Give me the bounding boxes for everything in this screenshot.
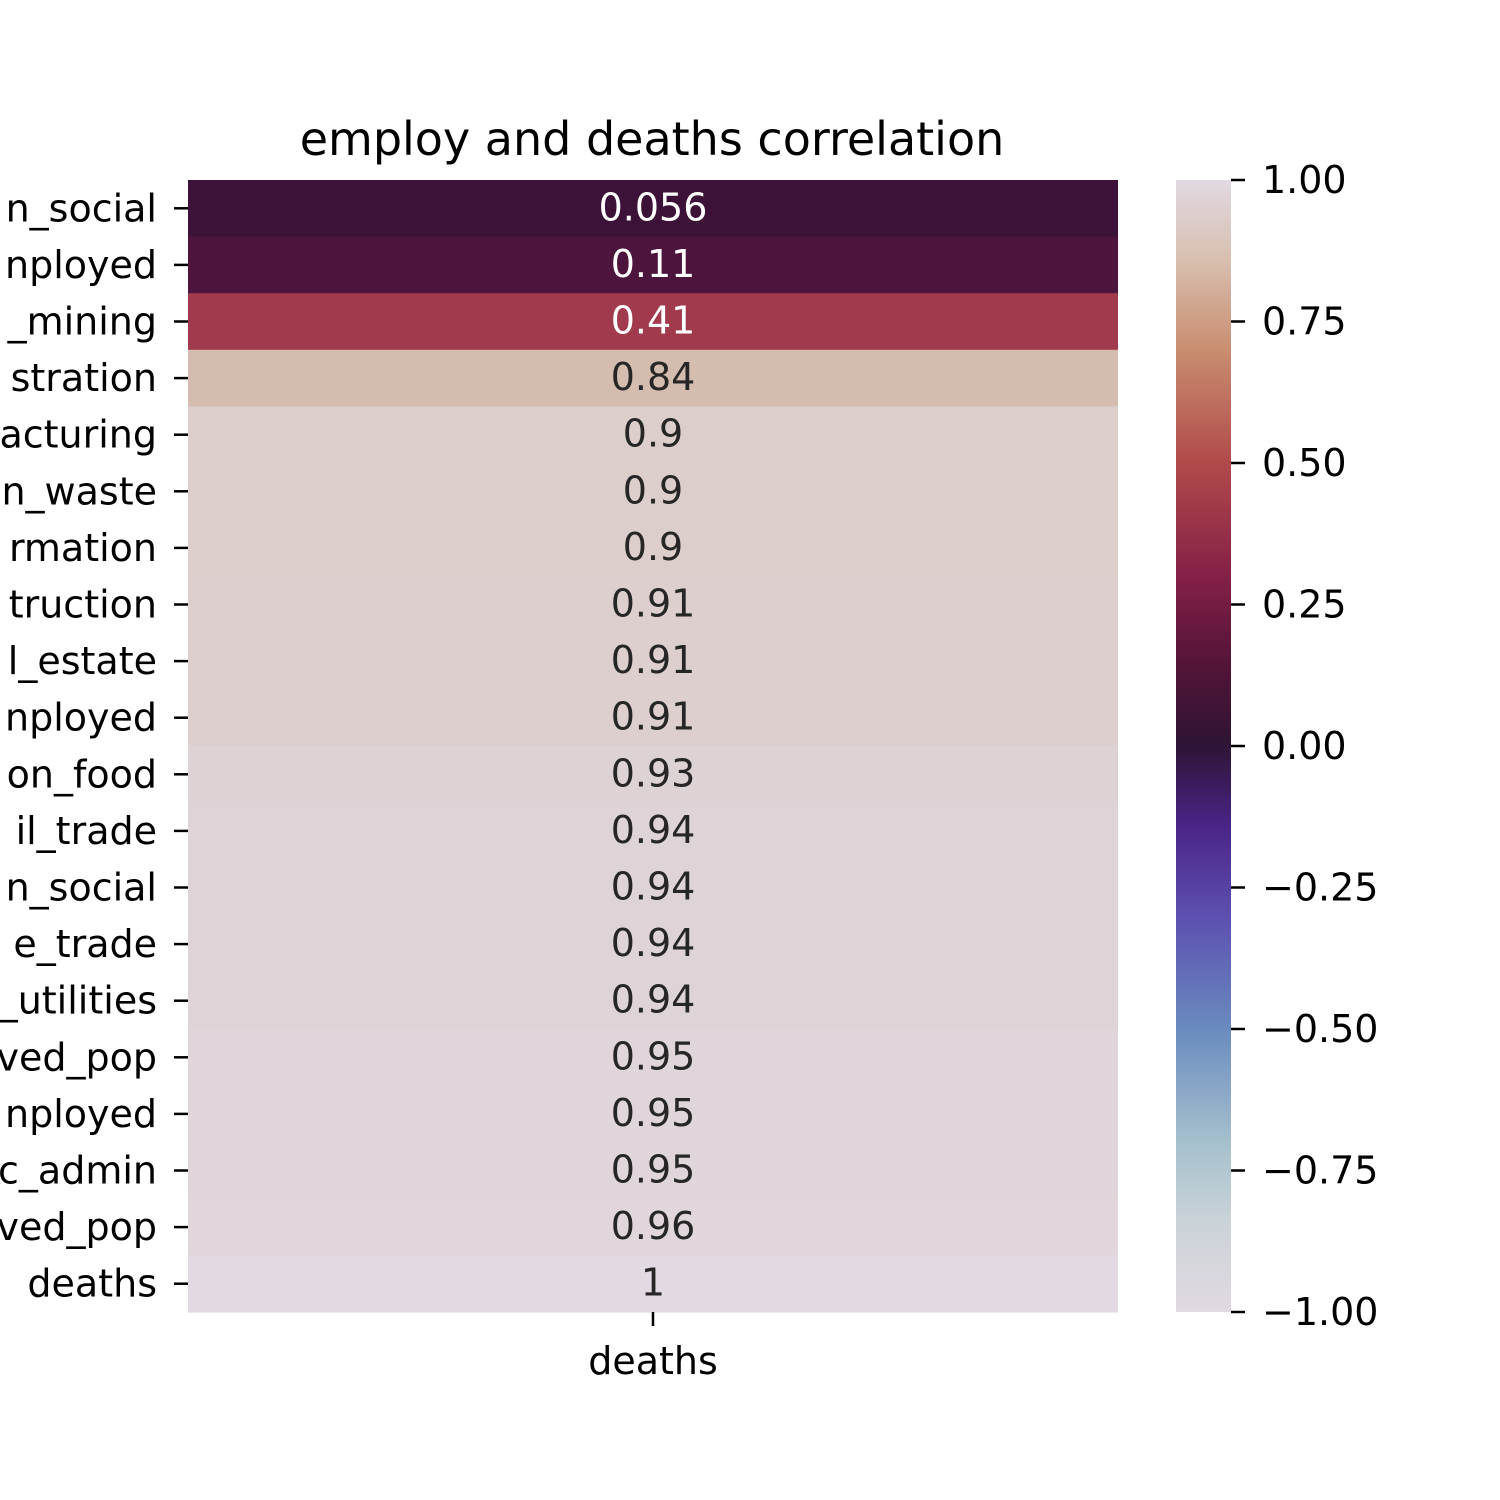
cell-value-label: 0.91 (611, 695, 696, 739)
colorbar (1176, 180, 1231, 1312)
heatmap-cell (188, 406, 1118, 464)
heatmap-cell (188, 802, 1118, 860)
cell-value-label: 0.91 (611, 582, 696, 626)
colorbar-tick-label: 0.25 (1262, 583, 1347, 627)
colorbar-tick-label: 1.00 (1262, 158, 1347, 202)
heatmap-cell (188, 915, 1118, 973)
cell-value-label: 0.96 (611, 1204, 696, 1248)
y-tick-label: l_estate (8, 639, 157, 683)
y-tick-label: rmation (9, 526, 157, 570)
cell-value-label: 0.9 (623, 412, 683, 456)
cell-value-label: 0.94 (611, 921, 696, 965)
cell-value-label: 0.94 (611, 978, 696, 1022)
colorbar-ticks: 1.00 0.75 0.50 0.25 0.00 −0.25 −0.50 −0.75 −1.00 (1231, 158, 1378, 1334)
cell-value-label: 0.056 (599, 185, 708, 229)
y-tick-label: ved_pop (0, 1035, 157, 1079)
colorbar-tick-label: −0.75 (1262, 1149, 1378, 1193)
cell-value-label: 0.94 (611, 865, 696, 909)
heatmap-cell (188, 689, 1118, 747)
heatmap-cell (188, 1142, 1118, 1200)
heatmap-cell (188, 859, 1118, 917)
y-tick-label: n_social (6, 866, 157, 910)
heatmap-cell (188, 972, 1118, 1030)
cell-value-label: 0.94 (611, 808, 696, 852)
heatmap-cell (188, 1085, 1118, 1143)
y-tick-label: stration (11, 356, 157, 400)
y-tick-label: n_social (6, 186, 157, 230)
cell-value-label: 0.11 (611, 242, 696, 286)
heatmap-cell (188, 1029, 1118, 1087)
cell-value-label: 0.84 (611, 355, 696, 399)
colorbar-tick-label: −0.25 (1262, 866, 1378, 910)
colorbar-tick-label: 0.50 (1262, 441, 1347, 485)
heatmap-cell (188, 1198, 1118, 1256)
colorbar-tick-label: 0.00 (1262, 724, 1347, 768)
y-tick-label: on_food (7, 752, 157, 796)
y-tick-label: n_waste (1, 469, 157, 513)
heatmap-cell (188, 463, 1118, 521)
heatmap-cell (188, 349, 1118, 407)
heatmap-cell (188, 746, 1118, 804)
cell-value-label: 0.95 (611, 1148, 696, 1192)
heatmap-cell (188, 1255, 1118, 1313)
colorbar-tick-label: −1.00 (1262, 1290, 1378, 1334)
y-tick-labels: n_socialnployed_miningstrationacturingn_… (0, 186, 188, 1306)
y-tick-label: nployed (5, 696, 157, 740)
cell-value-label: 0.9 (623, 468, 683, 512)
cell-value-label: 0.41 (611, 299, 696, 343)
y-tick-label: acturing (0, 413, 157, 457)
heatmap-cell (188, 519, 1118, 577)
heatmap-cell (188, 293, 1118, 351)
cell-value-label: 0.93 (611, 751, 696, 795)
y-tick-label: _mining (7, 300, 157, 344)
heatmap-cell (188, 632, 1118, 690)
cell-value-label: 0.95 (611, 1034, 696, 1078)
y-tick-label: il_trade (16, 809, 157, 853)
colorbar-tick-label: 0.75 (1262, 300, 1347, 344)
y-tick-label: ved_pop (0, 1205, 157, 1249)
cell-value-label: 0.91 (611, 638, 696, 682)
y-tick-label: c_admin (0, 1149, 157, 1193)
x-tick-labels: deaths (588, 1312, 718, 1383)
y-tick-label: _utilities (0, 979, 157, 1023)
cell-value-label: 0.95 (611, 1091, 696, 1135)
heatmap-cells: 0.056 0.11 0.41 0.84 0.9 0.9 0.9 0.91 0.91 0.91 0.… (188, 180, 1118, 1313)
y-tick-label: nployed (5, 1092, 157, 1136)
heatmap-cell (188, 576, 1118, 634)
cell-value-label: 0.9 (623, 525, 683, 569)
heatmap-cell (188, 236, 1118, 294)
chart-title: employ and deaths correlation (300, 112, 1005, 166)
x-tick-label: deaths (588, 1339, 718, 1383)
y-tick-label: deaths (27, 1262, 157, 1306)
y-tick-label: nployed (5, 243, 157, 287)
y-tick-label: e_trade (13, 922, 157, 966)
y-tick-label: truction (9, 583, 157, 627)
cell-value-label: 1 (641, 1261, 665, 1305)
colorbar-tick-label: −0.50 (1262, 1007, 1378, 1051)
heatmap-cell (188, 180, 1118, 238)
